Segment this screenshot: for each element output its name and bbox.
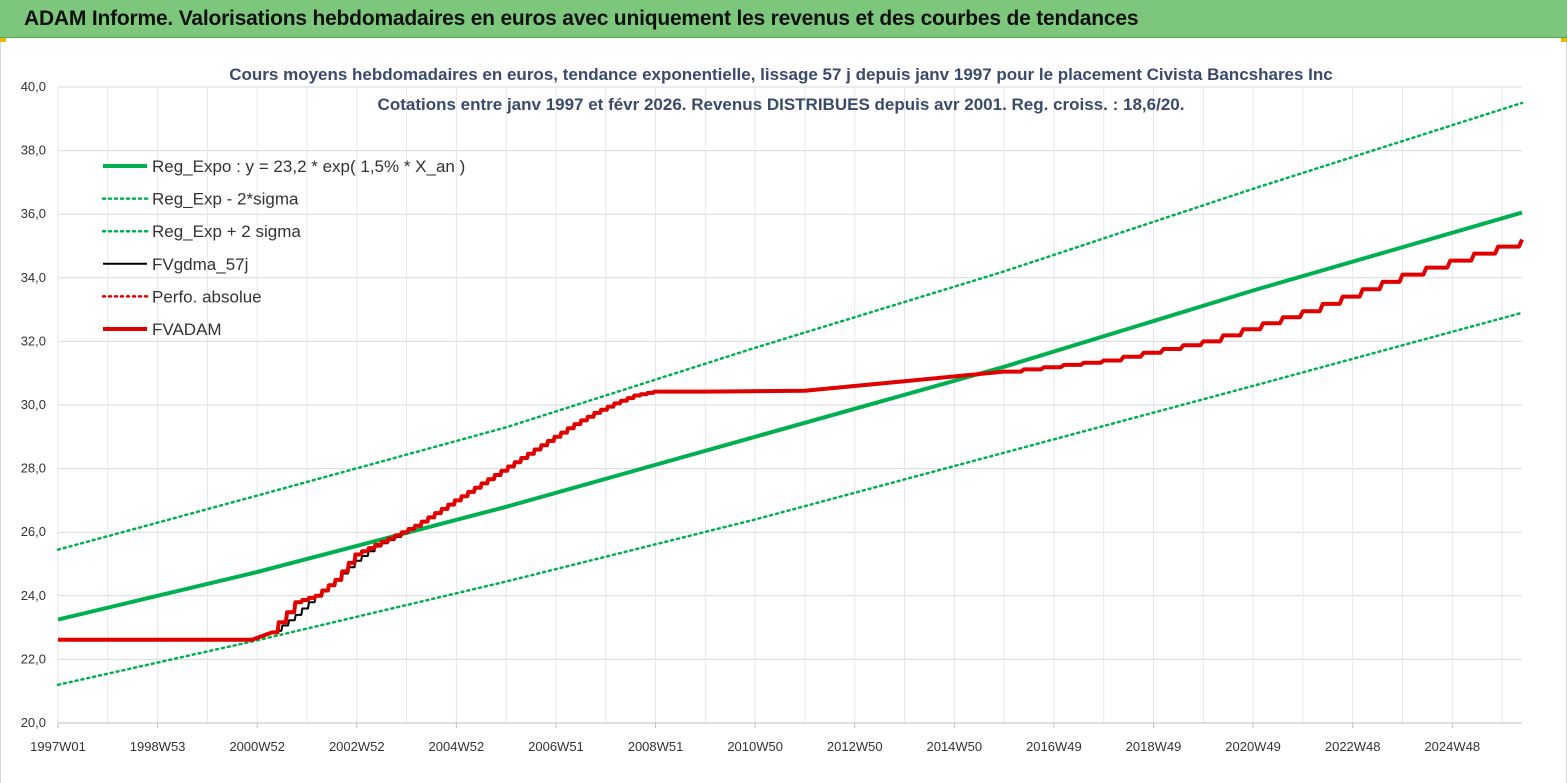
report-banner: ADAM Informe. Valorisations hebdomadaire… bbox=[0, 0, 1567, 38]
y-tick-label: 34,0 bbox=[21, 270, 46, 285]
series-lines bbox=[56, 101, 1524, 687]
legend-label: Reg_Exp + 2 sigma bbox=[152, 222, 301, 241]
y-tick-label: 36,0 bbox=[21, 206, 46, 221]
x-axis: 1997W01 1998W53 2000W52 2002W52 2004W52 2006W… bbox=[30, 722, 1522, 754]
x-tick-label: 2008W51 bbox=[628, 739, 684, 754]
series-line-reg_exp bbox=[56, 311, 1524, 687]
legend-label: FVgdma_57j bbox=[152, 255, 248, 274]
y-tick-label: 32,0 bbox=[21, 333, 46, 348]
y-tick-label: 20,0 bbox=[21, 715, 46, 730]
corner-marker-right bbox=[1561, 38, 1567, 42]
y-tick-label: 38,0 bbox=[21, 143, 46, 158]
y-tick-label: 26,0 bbox=[21, 524, 46, 539]
x-tick-label: 1998W53 bbox=[130, 739, 186, 754]
corner-marker-left bbox=[0, 38, 6, 42]
x-tick-label: 2004W52 bbox=[429, 739, 485, 754]
x-tick-label: 2002W52 bbox=[329, 739, 385, 754]
chart-title-line-2: Cotations entre janv 1997 et févr 2026. … bbox=[378, 95, 1185, 114]
y-tick-label: 22,0 bbox=[21, 651, 46, 666]
report-title: ADAM Informe. Valorisations hebdomadaire… bbox=[24, 7, 1139, 30]
x-tick-label: 2016W49 bbox=[1026, 739, 1082, 754]
series-line-reg_exp bbox=[56, 101, 1524, 551]
legend: Reg_Expo : y = 23,2 * exp( 1,5% * X_an )… bbox=[101, 157, 465, 339]
y-tick-label: 28,0 bbox=[21, 461, 46, 476]
legend-label: Reg_Exp - 2*sigma bbox=[152, 190, 299, 209]
x-tick-label: 2022W48 bbox=[1325, 739, 1381, 754]
x-tick-label: 2010W50 bbox=[727, 739, 783, 754]
x-tick-label: 2014W50 bbox=[926, 739, 982, 754]
chart-title-line-1: Cours moyens hebdomadaires en euros, ten… bbox=[229, 65, 1333, 84]
chart-title: Cours moyens hebdomadaires en euros, ten… bbox=[229, 65, 1333, 114]
x-tick-label: 2000W52 bbox=[229, 739, 285, 754]
legend-label: Perfo. absolue bbox=[152, 287, 262, 306]
x-tick-label: 1997W01 bbox=[30, 739, 86, 754]
x-tick-label: 2012W50 bbox=[827, 739, 883, 754]
x-tick-label: 2020W49 bbox=[1225, 739, 1281, 754]
y-tick-label: 40,0 bbox=[21, 79, 46, 94]
x-tick-label: 2018W49 bbox=[1126, 739, 1182, 754]
y-tick-label: 30,0 bbox=[21, 397, 46, 412]
legend-label: Reg_Expo : y = 23,2 * exp( 1,5% * X_an ) bbox=[152, 157, 465, 176]
x-tick-label: 2006W51 bbox=[528, 739, 584, 754]
x-tick-label: 2024W48 bbox=[1424, 739, 1480, 754]
legend-label: FVADAM bbox=[152, 320, 222, 339]
y-tick-label: 24,0 bbox=[21, 588, 46, 603]
series-line-fvadam bbox=[58, 238, 1524, 642]
grid bbox=[57, 86, 1522, 724]
series-line-reg_expo bbox=[57, 210, 1523, 622]
y-axis: 20,0 22,0 24,0 26,0 28,0 30,0 32,0 34,0 36,0 38,0… bbox=[21, 79, 46, 730]
